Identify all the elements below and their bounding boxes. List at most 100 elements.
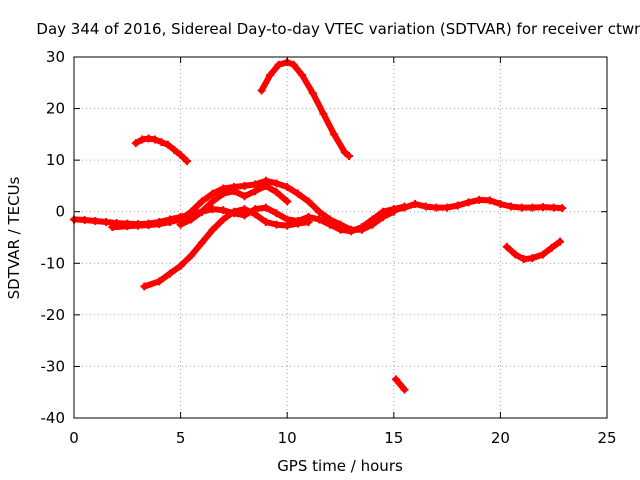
data-point [261, 203, 270, 212]
data-point [340, 148, 349, 157]
data-point [251, 187, 260, 196]
data-point [176, 261, 185, 270]
data-point [511, 250, 520, 259]
y-tick-label: 0 [55, 203, 65, 221]
data-point [144, 221, 153, 230]
data-point [197, 207, 206, 216]
data-point [274, 60, 283, 69]
y-tick-label: 10 [46, 151, 65, 169]
data-point [251, 180, 260, 189]
data-point [283, 197, 292, 206]
data-point [443, 203, 452, 212]
data-point [155, 277, 164, 286]
data-point [389, 206, 398, 215]
x-tick-label: 25 [597, 429, 616, 447]
data-point [391, 375, 400, 384]
data-point [229, 207, 238, 216]
data-point [368, 220, 377, 229]
x-tick-label: 5 [176, 429, 186, 447]
data-point [163, 140, 172, 149]
x-tick-label: 0 [69, 429, 79, 447]
series-arc-6 [131, 134, 191, 166]
data-point [485, 196, 494, 205]
data-point [208, 189, 217, 198]
data-point [400, 203, 409, 212]
data-point [298, 71, 307, 80]
data-point [219, 215, 228, 224]
series-arc-2 [108, 176, 398, 234]
series-arc-5 [140, 205, 313, 291]
x-tick-label: 10 [278, 429, 297, 447]
data-point [347, 225, 356, 234]
data-point [432, 203, 441, 212]
data-point [519, 255, 528, 264]
data-point [197, 238, 206, 247]
series-arc-7 [257, 58, 354, 161]
data-point [272, 220, 281, 229]
data-point [80, 215, 89, 224]
y-tick-label: -40 [41, 409, 66, 427]
data-point [261, 181, 270, 190]
data-point [319, 109, 328, 118]
data-point [219, 206, 228, 215]
data-point [496, 199, 505, 208]
data-point [539, 250, 548, 259]
y-tick-label: 30 [46, 48, 65, 66]
data-point [308, 89, 317, 98]
data-point [325, 215, 334, 224]
data-point [123, 222, 132, 231]
data-point [240, 181, 249, 190]
data-point [475, 195, 484, 204]
data-point [330, 130, 339, 139]
data-point [229, 187, 238, 196]
data-point [131, 139, 140, 148]
data-point [502, 242, 511, 251]
data-point [144, 134, 153, 143]
data-point [283, 182, 292, 191]
data-point [539, 203, 548, 212]
data-point [453, 201, 462, 210]
data-point [257, 86, 266, 95]
data-point [293, 219, 302, 228]
data-point [547, 243, 556, 252]
data-point [272, 179, 281, 188]
y-axis-label: SDTVAR / TECUs [5, 176, 23, 299]
series-arc-3 [176, 181, 292, 229]
x-tick-label: 20 [491, 429, 510, 447]
data-point [304, 197, 313, 206]
axis-tick-labels: 0 5 10 15 20 25 30 20 10 0 -10 -20 -30 -40 [41, 48, 617, 447]
y-tick-label: -10 [41, 254, 66, 272]
series-arc-8 [391, 375, 409, 394]
series-arc-4 [389, 195, 567, 215]
data-point [208, 225, 217, 234]
data-point [101, 218, 110, 227]
data-point [187, 207, 196, 216]
data-point [266, 71, 275, 80]
data-point [219, 189, 228, 198]
plot-frame [73, 56, 608, 419]
data-point [336, 220, 345, 229]
data-point [157, 138, 166, 147]
data-point [165, 218, 174, 227]
axis-ticks [73, 56, 608, 419]
data-point [528, 254, 537, 263]
data-point [379, 212, 388, 221]
data-point [304, 218, 313, 227]
series-line [141, 206, 312, 290]
data-point [140, 282, 149, 291]
chart-title: Day 344 of 2016, Sidereal Day-to-day VTE… [36, 20, 640, 38]
data-point [165, 269, 174, 278]
data-point [138, 135, 147, 144]
y-tick-label: -30 [41, 357, 66, 375]
data-point [411, 199, 420, 208]
data-point [187, 251, 196, 260]
data-point [293, 189, 302, 198]
data-point [556, 237, 565, 246]
data-point [315, 215, 324, 224]
data-point [176, 220, 185, 229]
data-series [70, 58, 567, 394]
data-point [400, 385, 409, 394]
data-point [197, 197, 206, 206]
data-point [182, 157, 191, 166]
